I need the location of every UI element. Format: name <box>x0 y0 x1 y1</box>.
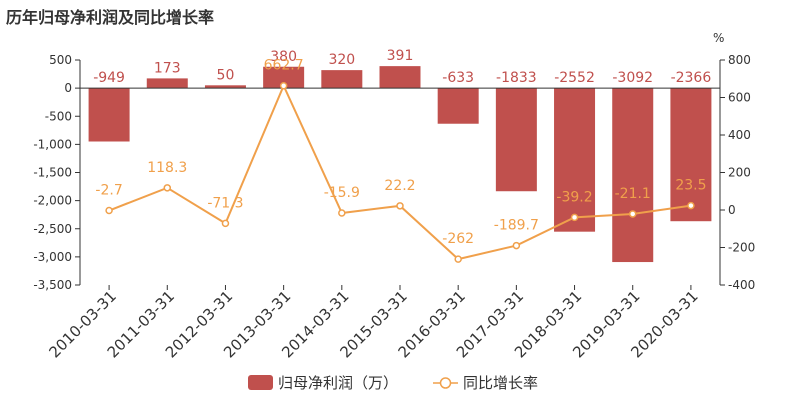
legend-line-marker <box>439 377 452 389</box>
bar-value-label: -1833 <box>496 70 537 86</box>
bar <box>379 66 421 89</box>
bar-value-label: -949 <box>93 70 125 86</box>
bar <box>437 88 479 124</box>
growth-value-label: -2.7 <box>95 183 122 199</box>
bar-value-label: -633 <box>442 70 474 86</box>
growth-point <box>687 201 695 210</box>
y-left-tick-label: -3,000 <box>33 250 72 264</box>
bar <box>495 88 537 192</box>
y-left-tick-label: -1,500 <box>33 166 72 180</box>
growth-value-label: -262 <box>442 231 474 247</box>
bar <box>554 88 596 232</box>
chart-title: 历年归母净利润及同比增长率 <box>6 8 215 27</box>
bar-value-label: 391 <box>387 48 414 64</box>
y-right-tick-label: 600 <box>728 91 751 105</box>
y-left-tick-label: -2,500 <box>33 222 72 236</box>
growth-point <box>338 209 346 217</box>
y-right-tick-label: 200 <box>728 166 751 180</box>
y-left-tick-label: -500 <box>45 109 72 123</box>
growth-value-label: 22.2 <box>384 178 415 194</box>
y-right-tick-label: -400 <box>728 278 755 292</box>
bar-value-label: -2552 <box>554 70 595 86</box>
bar <box>263 66 305 89</box>
y-right-tick-label: -200 <box>728 241 755 255</box>
bar-value-label: 50 <box>217 67 235 83</box>
growth-line <box>108 83 692 261</box>
growth-value-label: 23.5 <box>675 178 706 194</box>
growth-point <box>105 206 113 215</box>
growth-point <box>221 219 230 228</box>
y-left-tick-label: 0 <box>64 81 72 95</box>
bar <box>204 85 246 89</box>
bar <box>670 88 712 222</box>
y-left-tick-label: -3,500 <box>33 278 72 292</box>
y-right-tick-label: 0 <box>728 203 736 217</box>
growth-point <box>512 241 521 250</box>
growth-value-label: -21.1 <box>615 186 651 202</box>
bar <box>88 88 130 142</box>
growth-value-label: 118.3 <box>147 160 187 176</box>
bar <box>321 70 363 89</box>
y-right-unit-label: % <box>713 31 724 45</box>
growth-point <box>163 184 172 192</box>
growth-point <box>396 202 404 210</box>
growth-value-label: -189.7 <box>494 218 539 234</box>
y-left-tick-label: 500 <box>49 53 72 67</box>
bar-value-label: 380 <box>270 49 297 65</box>
bar-value-label: 320 <box>328 52 355 68</box>
y-right-tick-label: 400 <box>728 128 751 142</box>
y-right-tick-label: 800 <box>728 53 751 67</box>
growth-point <box>279 81 288 90</box>
legend-line-label: 同比增长率 <box>463 374 538 392</box>
bar-value-label: 173 <box>154 60 181 76</box>
legend-bar-swatch <box>248 375 273 390</box>
legend-bar-label: 归母净利润（万） <box>278 374 398 392</box>
growth-point <box>454 255 462 263</box>
growth-value-label: 662.7 <box>264 58 304 74</box>
growth-value-label: -71.3 <box>207 195 243 211</box>
bar-value-label: -3092 <box>612 70 653 86</box>
growth-point <box>628 210 637 218</box>
bar <box>612 88 654 263</box>
bar-value-label: -2366 <box>671 70 712 86</box>
bar <box>146 78 188 89</box>
growth-value-label: -15.9 <box>324 185 360 201</box>
growth-value-label: -39.2 <box>556 189 592 205</box>
y-left-tick-label: -2,000 <box>33 194 72 208</box>
growth-point <box>570 213 579 222</box>
y-left-tick-label: -1,000 <box>33 137 72 151</box>
